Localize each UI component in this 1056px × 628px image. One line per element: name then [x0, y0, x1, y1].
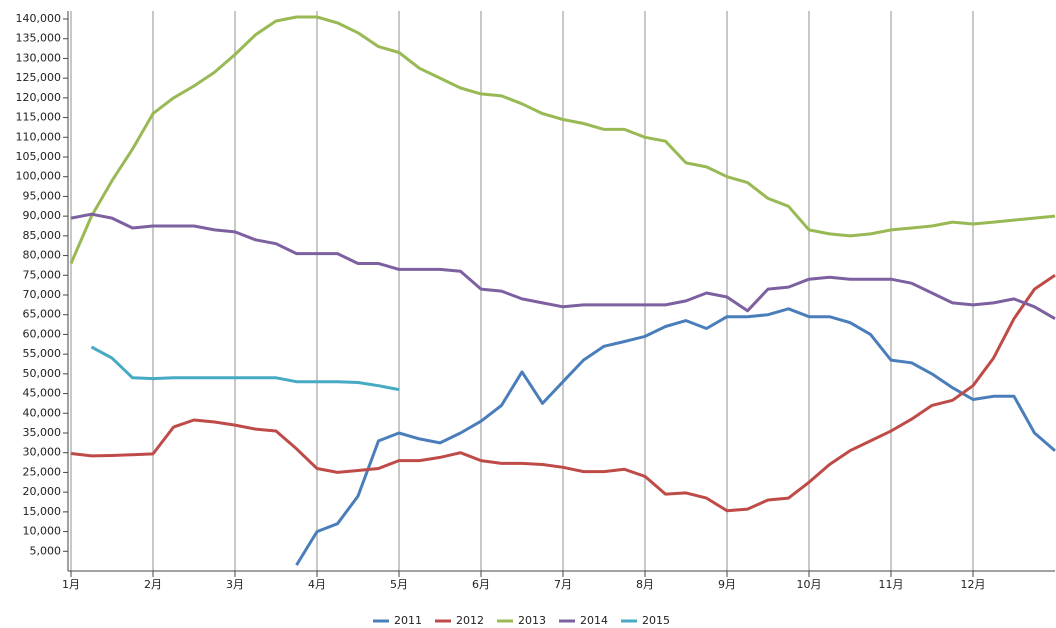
x-tick-label: 10月: [797, 578, 822, 591]
y-tick-label: 60,000: [23, 327, 62, 340]
y-tick-label: 50,000: [23, 367, 62, 380]
legend-label: 2014: [580, 614, 608, 627]
x-tick-label: 7月: [554, 578, 572, 591]
y-tick-label: 85,000: [23, 229, 62, 242]
y-tick-label: 35,000: [23, 426, 62, 439]
series-line: [90, 345, 400, 392]
x-tick-label: 3月: [226, 578, 244, 591]
y-tick-label: 90,000: [23, 209, 62, 222]
y-tick-label: 15,000: [23, 505, 62, 518]
series-line: [295, 307, 1056, 566]
y-tick-label: 105,000: [16, 150, 62, 163]
y-tick-label: 45,000: [23, 387, 62, 400]
y-tick-label: 5,000: [30, 544, 62, 557]
y-tick-label: 70,000: [23, 288, 62, 301]
y-tick-label: 40,000: [23, 406, 62, 419]
legend-label: 2011: [394, 614, 422, 627]
y-tick-label: 80,000: [23, 249, 62, 262]
x-tick-label: 2月: [144, 578, 162, 591]
y-tick-label: 20,000: [23, 485, 62, 498]
y-tick-label: 75,000: [23, 268, 62, 281]
x-tick-label: 8月: [636, 578, 654, 591]
y-tick-label: 30,000: [23, 446, 62, 459]
legend-label: 2015: [642, 614, 670, 627]
legend-label: 2013: [518, 614, 546, 627]
series-line: [70, 212, 1056, 320]
x-tick-label: 12月: [961, 578, 986, 591]
series-line: [70, 274, 1056, 513]
x-tick-label: 9月: [718, 578, 736, 591]
y-tick-label: 110,000: [16, 130, 62, 143]
y-tick-label: 95,000: [23, 189, 62, 202]
y-tick-label: 100,000: [16, 170, 62, 183]
y-tick-label: 25,000: [23, 465, 62, 478]
y-tick-label: 65,000: [23, 308, 62, 321]
y-tick-label: 120,000: [16, 91, 62, 104]
x-tick-label: 4月: [308, 578, 326, 591]
x-tick-label: 5月: [390, 578, 408, 591]
legend-label: 2012: [456, 614, 484, 627]
y-tick-label: 55,000: [23, 347, 62, 360]
y-tick-label: 125,000: [16, 71, 62, 84]
x-tick-label: 11月: [879, 578, 904, 591]
y-tick-label: 130,000: [16, 51, 62, 64]
y-tick-label: 115,000: [16, 111, 62, 124]
x-tick-label: 1月: [62, 578, 80, 591]
y-tick-label: 10,000: [23, 525, 62, 538]
x-tick-label: 6月: [472, 578, 490, 591]
y-tick-label: 135,000: [16, 32, 62, 45]
y-tick-label: 140,000: [16, 12, 62, 25]
series-line: [69, 15, 1056, 265]
